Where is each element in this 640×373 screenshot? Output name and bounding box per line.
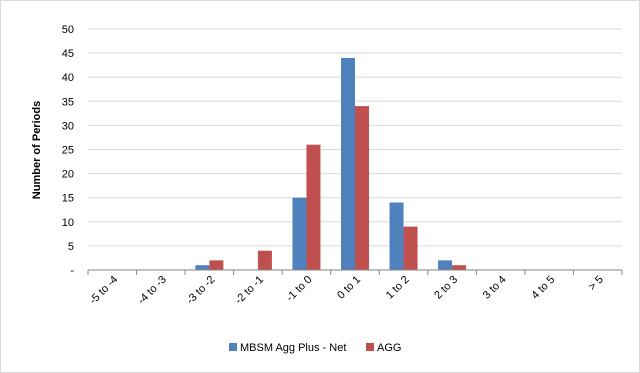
legend: MBSM Agg Plus - Net AGG (229, 342, 401, 354)
x-tick-label: 1 to 2 (384, 274, 412, 302)
x-tick-label: > 5 (586, 274, 606, 294)
x-tick-label: 3 to 4 (481, 274, 509, 302)
bar-mbsm-4 (292, 197, 307, 270)
y-tick-label: 25 (62, 145, 74, 157)
y-tick-label: 45 (62, 48, 74, 60)
bar-agg-2 (209, 260, 224, 270)
y-tick-label: 30 (62, 120, 74, 132)
legend-label-agg: AGG (377, 342, 401, 354)
y-tick-label: - (70, 265, 74, 277)
bar-agg-5 (355, 106, 369, 271)
x-axis (87, 269, 623, 275)
x-tick-label: -2 to -1 (233, 274, 266, 307)
y-tick-label: 35 (62, 96, 74, 108)
bar-mbsm-5 (341, 57, 355, 270)
legend-label-mbsm: MBSM Agg Plus - Net (240, 342, 346, 354)
y-tick-label: 15 (62, 193, 74, 205)
y-tick-label: 5 (68, 241, 74, 253)
y-tick-label: 50 (62, 24, 74, 36)
y-tick-label: 40 (62, 72, 74, 84)
x-tick-label: 4 to 5 (529, 274, 557, 302)
bar-mbsm-7 (438, 260, 453, 270)
legend-swatch-mbsm (229, 343, 237, 351)
y-axis-ticks: - 5 10 15 20 25 30 35 40 45 50 (62, 24, 75, 277)
x-tick-label: -5 to -4 (87, 274, 120, 307)
bar-agg-7 (452, 265, 467, 270)
bar-mbsm-2 (195, 265, 210, 270)
x-axis-ticks: -5 to -4 -4 to -3 -3 to -2 -2 to -1 -1 to 0 0… (87, 274, 606, 307)
x-tick-label: -1 to 0 (284, 274, 315, 305)
x-tick-label: -4 to -3 (136, 274, 169, 307)
x-tick-label: 0 to 1 (335, 274, 363, 302)
bar-agg-4 (306, 144, 321, 270)
y-axis-label: Number of Periods (31, 101, 43, 199)
y-tick-label: 20 (62, 169, 74, 181)
bar-agg-3 (257, 250, 272, 270)
y-tick-label: 10 (62, 217, 74, 229)
bars (195, 57, 467, 271)
gridlines (88, 28, 622, 247)
x-tick-label: 2 to 3 (432, 274, 460, 302)
bar-agg-6 (403, 226, 418, 270)
legend-swatch-agg (366, 343, 374, 351)
x-tick-label: -3 to -2 (184, 274, 217, 307)
bar-mbsm-6 (389, 202, 404, 270)
